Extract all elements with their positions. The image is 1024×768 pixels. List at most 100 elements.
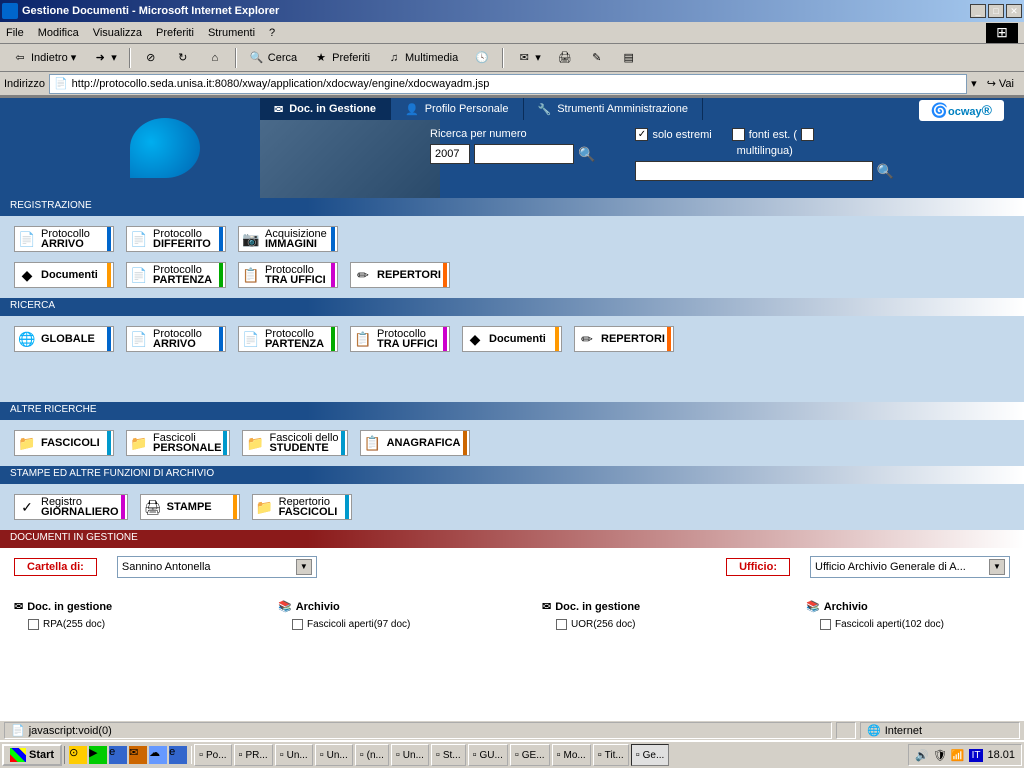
doc-button[interactable]: 📋ProtocolloTRA UFFICI xyxy=(238,262,338,288)
taskbar-button[interactable]: ▫Mo... xyxy=(552,744,591,766)
multilingua-label: multilingua) xyxy=(737,145,793,157)
task-icon: ▫ xyxy=(280,749,284,761)
search-num-icon[interactable]: 🔍 xyxy=(578,146,595,163)
menu-strumenti[interactable]: Strumenti xyxy=(208,27,255,39)
taskbar-button[interactable]: ▫St... xyxy=(431,744,466,766)
ql-icon[interactable]: ▶ xyxy=(89,746,107,764)
doc-button[interactable]: 📁FascicoliPERSONALE xyxy=(126,430,230,456)
tree-checkbox[interactable] xyxy=(820,619,831,630)
home-button[interactable]: ⌂ xyxy=(201,48,229,68)
forward-button[interactable]: ➜▾ xyxy=(86,48,123,68)
tree-column: ✉ Doc. in gestioneUOR(256 doc) xyxy=(542,600,746,630)
ql-icon[interactable]: ✉ xyxy=(129,746,147,764)
doc-button[interactable]: ◆Documenti xyxy=(14,262,114,288)
minimize-button[interactable]: _ xyxy=(970,4,986,18)
tray-icon[interactable]: 🛡 xyxy=(933,749,947,762)
tree-item[interactable]: Fascicoli aperti(102 doc) xyxy=(806,619,1010,630)
menu-preferiti[interactable]: Preferiti xyxy=(156,27,194,39)
doc-button[interactable]: 📁Fascicoli delloSTUDENTE xyxy=(242,430,347,456)
doc-button[interactable]: 📄ProtocolloARRIVO xyxy=(14,226,114,252)
taskbar-button[interactable]: ▫Po... xyxy=(194,744,231,766)
favorites-button[interactable]: ★Preferiti xyxy=(307,48,376,68)
doc-button-icon: 📄 xyxy=(127,227,151,251)
doc-button-icon: 📷 xyxy=(239,227,263,251)
tree-checkbox[interactable] xyxy=(556,619,567,630)
internet-zone-icon xyxy=(867,724,881,737)
doc-button[interactable]: 📷AcquisizioneIMMAGINI xyxy=(238,226,338,252)
tray-icon[interactable]: 🔊 xyxy=(915,749,929,762)
menu-visualizza[interactable]: Visualizza xyxy=(93,27,142,39)
taskbar-button[interactable]: ▫Un... xyxy=(275,744,313,766)
discuss-button[interactable]: ▤ xyxy=(615,48,643,68)
search-text-icon[interactable]: 🔍 xyxy=(877,163,894,180)
tab-profilo[interactable]: 👤Profilo Personale xyxy=(391,98,523,120)
doc-button[interactable]: 🖨STAMPE xyxy=(140,494,240,520)
doc-button[interactable]: 📋ProtocolloTRA UFFICI xyxy=(350,326,450,352)
ql-icon[interactable]: e xyxy=(109,746,127,764)
address-input[interactable]: 📄 http://protocollo.seda.unisa.it:8080/x… xyxy=(49,74,967,94)
taskbar-button[interactable]: ▫Ge... xyxy=(631,744,670,766)
search-year-input[interactable] xyxy=(430,144,470,164)
start-button[interactable]: Start xyxy=(2,744,62,766)
doc-button[interactable]: 📁FASCICOLI xyxy=(14,430,114,456)
doc-button[interactable]: 📄ProtocolloDIFFERITO xyxy=(126,226,226,252)
taskbar-button[interactable]: ▫Un... xyxy=(391,744,429,766)
tab-strumenti[interactable]: 🔧Strumenti Amministrazione xyxy=(524,98,704,120)
mail-icon: ✉ xyxy=(516,50,532,66)
tree-checkbox[interactable] xyxy=(28,619,39,630)
doc-button[interactable]: 📁RepertorioFASCICOLI xyxy=(252,494,352,520)
taskbar-button[interactable]: ▫PR... xyxy=(234,744,273,766)
address-dropdown[interactable]: ▾ xyxy=(971,77,977,90)
tree-checkbox[interactable] xyxy=(292,619,303,630)
maximize-button[interactable]: □ xyxy=(988,4,1004,18)
tree-item[interactable]: Fascicoli aperti(97 doc) xyxy=(278,619,482,630)
menu-modifica[interactable]: Modifica xyxy=(38,27,79,39)
stop-button[interactable]: ⊘ xyxy=(137,48,165,68)
ql-icon[interactable]: ☁ xyxy=(149,746,167,764)
taskbar-button[interactable]: ▫GU... xyxy=(468,744,508,766)
taskbar-button[interactable]: ▫Un... xyxy=(315,744,353,766)
taskbar-button[interactable]: ▫GE... xyxy=(510,744,550,766)
cartella-dropdown[interactable]: Sannino Antonella ▼ xyxy=(117,556,317,578)
tree-header-icon: 📚 xyxy=(278,600,292,613)
mail-button[interactable]: ✉▾ xyxy=(510,48,547,68)
doc-button[interactable]: 📄ProtocolloPARTENZA xyxy=(238,326,338,352)
fonti-est-checkbox[interactable] xyxy=(732,128,745,141)
doc-button-icon: 📋 xyxy=(351,327,375,351)
taskbar-button[interactable]: ▫(n... xyxy=(355,744,389,766)
ql-icon[interactable]: e xyxy=(169,746,187,764)
search-button[interactable]: 🔍Cerca xyxy=(243,48,303,68)
doc-button[interactable]: ✓RegistroGIORNALIERO xyxy=(14,494,128,520)
tab-doc-gestione[interactable]: ✉Doc. in Gestione xyxy=(260,98,391,120)
doc-button[interactable]: ◆Documenti xyxy=(462,326,562,352)
print-button[interactable]: 🖨 xyxy=(551,48,579,68)
go-button[interactable]: ↪Vai xyxy=(981,75,1020,92)
menu-help[interactable]: ? xyxy=(269,27,275,39)
doc-button[interactable]: 📄ProtocolloARRIVO xyxy=(126,326,226,352)
back-button[interactable]: ⇦Indietro ▾ xyxy=(6,48,82,68)
multilingua-checkbox[interactable] xyxy=(801,128,814,141)
language-indicator[interactable]: IT xyxy=(969,749,984,762)
edit-button[interactable]: ✎ xyxy=(583,48,611,68)
ufficio-dropdown[interactable]: Ufficio Archivio Generale di A... ▼ xyxy=(810,556,1010,578)
refresh-button[interactable]: ↻ xyxy=(169,48,197,68)
history-button[interactable]: 🕓 xyxy=(468,48,496,68)
doc-button[interactable]: 📋ANAGRAFICA xyxy=(360,430,470,456)
task-icon: ▫ xyxy=(473,749,477,761)
taskbar-button[interactable]: ▫Tit... xyxy=(593,744,629,766)
close-button[interactable]: ✕ xyxy=(1006,4,1022,18)
solo-estremi-checkbox[interactable]: ✓ xyxy=(635,128,648,141)
menu-file[interactable]: File xyxy=(6,27,24,39)
tree-item[interactable]: UOR(256 doc) xyxy=(542,619,746,630)
windows-flag-icon xyxy=(10,748,26,762)
tree-item[interactable]: RPA(255 doc) xyxy=(14,619,218,630)
search-text-input[interactable] xyxy=(635,161,872,181)
search-num-input[interactable] xyxy=(474,144,574,164)
doc-button[interactable]: ✏REPERTORI xyxy=(350,262,450,288)
doc-button[interactable]: 🌐GLOBALE xyxy=(14,326,114,352)
ql-icon[interactable]: ⊙ xyxy=(69,746,87,764)
tray-icon[interactable]: 📶 xyxy=(951,749,965,762)
doc-button[interactable]: 📄ProtocolloPARTENZA xyxy=(126,262,226,288)
media-button[interactable]: ♫Multimedia xyxy=(380,48,464,68)
doc-button[interactable]: ✏REPERTORI xyxy=(574,326,674,352)
